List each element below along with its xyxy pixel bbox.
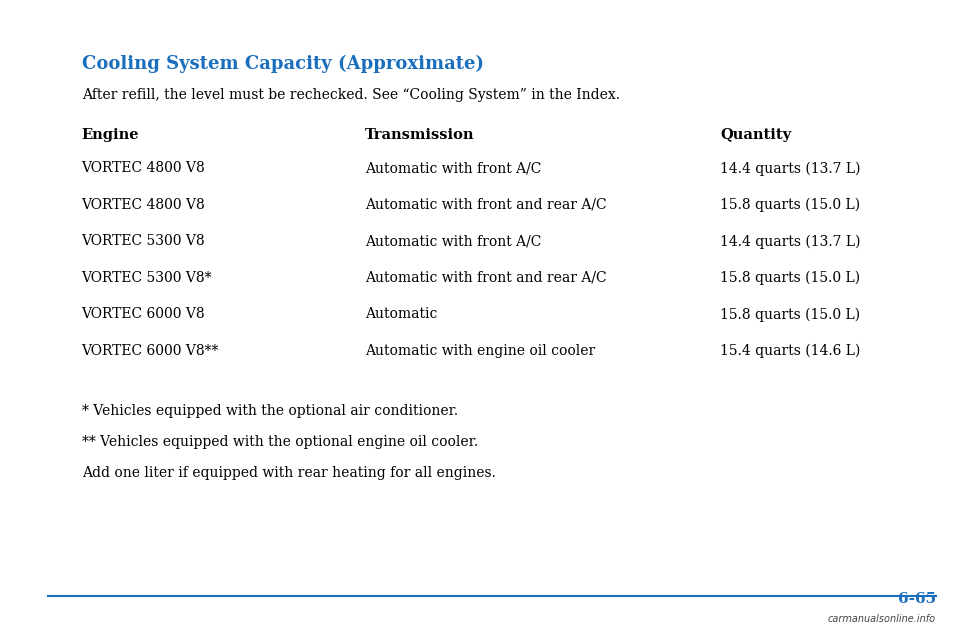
Text: 14.4 quarts (13.7 L): 14.4 quarts (13.7 L) [720, 161, 860, 175]
Text: 15.8 quarts (15.0 L): 15.8 quarts (15.0 L) [720, 271, 860, 285]
Text: After refill, the level must be rechecked. See “Cooling System” in the Index.: After refill, the level must be rechecke… [82, 88, 619, 102]
Text: VORTEC 6000 V8**: VORTEC 6000 V8** [82, 344, 219, 358]
Text: Transmission: Transmission [365, 128, 474, 142]
Text: Automatic: Automatic [365, 307, 437, 321]
Text: VORTEC 5300 V8*: VORTEC 5300 V8* [82, 271, 212, 285]
Text: Automatic with front and rear A/C: Automatic with front and rear A/C [365, 271, 607, 285]
Text: 15.8 quarts (15.0 L): 15.8 quarts (15.0 L) [720, 307, 860, 321]
Text: Engine: Engine [82, 128, 139, 142]
Text: 15.4 quarts (14.6 L): 15.4 quarts (14.6 L) [720, 344, 860, 358]
Text: VORTEC 4800 V8: VORTEC 4800 V8 [82, 161, 205, 175]
Text: Add one liter if equipped with rear heating for all engines.: Add one liter if equipped with rear heat… [82, 466, 495, 480]
Text: Automatic with front A/C: Automatic with front A/C [365, 234, 541, 248]
Text: 14.4 quarts (13.7 L): 14.4 quarts (13.7 L) [720, 234, 860, 248]
Text: Quantity: Quantity [720, 128, 791, 142]
Text: Automatic with engine oil cooler: Automatic with engine oil cooler [365, 344, 595, 358]
Text: Cooling System Capacity (Approximate): Cooling System Capacity (Approximate) [82, 54, 484, 73]
Text: VORTEC 5300 V8: VORTEC 5300 V8 [82, 234, 205, 248]
Text: carmanualsonline.info: carmanualsonline.info [828, 614, 936, 624]
Text: 15.8 quarts (15.0 L): 15.8 quarts (15.0 L) [720, 198, 860, 212]
Text: VORTEC 4800 V8: VORTEC 4800 V8 [82, 198, 205, 212]
Text: Automatic with front and rear A/C: Automatic with front and rear A/C [365, 198, 607, 212]
Text: * Vehicles equipped with the optional air conditioner.: * Vehicles equipped with the optional ai… [82, 404, 458, 419]
Text: Automatic with front A/C: Automatic with front A/C [365, 161, 541, 175]
Text: VORTEC 6000 V8: VORTEC 6000 V8 [82, 307, 205, 321]
Text: 6-65: 6-65 [898, 592, 936, 606]
Text: ** Vehicles equipped with the optional engine oil cooler.: ** Vehicles equipped with the optional e… [82, 435, 478, 449]
